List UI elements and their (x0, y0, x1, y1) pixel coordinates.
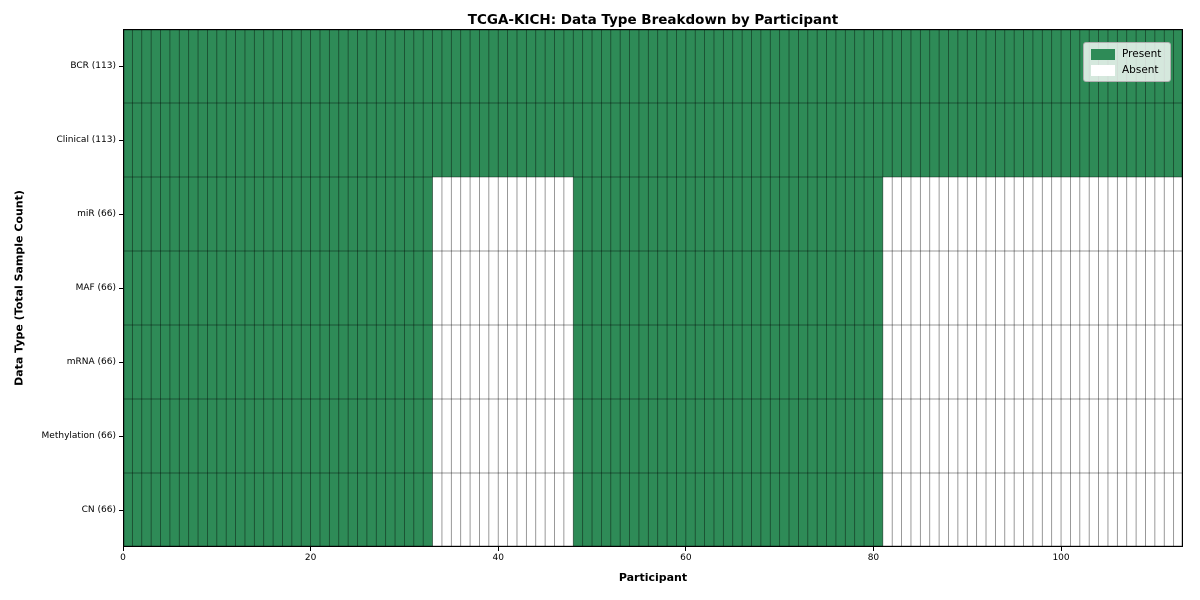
ytick-mark (119, 361, 123, 363)
ytick-mark (119, 139, 123, 141)
xtick-mark (872, 547, 874, 551)
chart-title: TCGA-KICH: Data Type Breakdown by Partic… (467, 12, 839, 28)
ytick-label: MAF (66) (75, 282, 116, 293)
present-block (123, 177, 433, 251)
xtick-mark (310, 547, 312, 551)
legend-label: Absent (1122, 64, 1159, 76)
xtick-label: 60 (680, 553, 692, 563)
legend-swatch-icon (1091, 48, 1115, 60)
xtick-label: 40 (492, 553, 504, 563)
ytick-mark (119, 213, 123, 215)
present-block (573, 473, 883, 547)
present-block (123, 251, 433, 325)
legend-label: Present (1122, 48, 1162, 60)
ytick-mark (119, 435, 123, 437)
ytick-label: Methylation (66) (41, 430, 116, 441)
x-axis-label: Participant (618, 571, 688, 584)
present-block (573, 325, 883, 399)
xtick-label: 0 (120, 553, 126, 563)
xtick-mark (122, 547, 124, 551)
xtick-label: 80 (867, 553, 880, 563)
present-block (573, 177, 883, 251)
heatmap-plot (123, 29, 1183, 547)
legend: Present Absent (1083, 42, 1172, 82)
legend-swatch-icon (1091, 64, 1115, 76)
present-block (123, 325, 433, 399)
present-block (123, 29, 1183, 103)
legend-entry: Present (1091, 48, 1161, 60)
ytick-mark (119, 287, 123, 289)
ytick-mark (119, 509, 123, 511)
ytick-label: Clinical (113) (56, 134, 116, 145)
xtick-mark (497, 547, 499, 551)
xtick-mark (1060, 547, 1062, 551)
ytick-label: mRNA (66) (66, 356, 116, 367)
plot-border (123, 29, 1183, 547)
ytick-mark (119, 65, 123, 67)
present-block (123, 399, 433, 473)
ytick-label: BCR (113) (70, 60, 116, 71)
xtick-label: 100 (1052, 553, 1070, 563)
ytick-label: miR (66) (77, 208, 116, 219)
present-block (123, 103, 1183, 177)
xtick-label: 20 (304, 553, 317, 563)
ytick-label: CN (66) (81, 504, 116, 515)
legend-entry: Absent (1091, 64, 1161, 76)
xtick-mark (685, 547, 687, 551)
present-block (573, 399, 883, 473)
present-block (123, 473, 433, 547)
present-block (573, 251, 883, 325)
